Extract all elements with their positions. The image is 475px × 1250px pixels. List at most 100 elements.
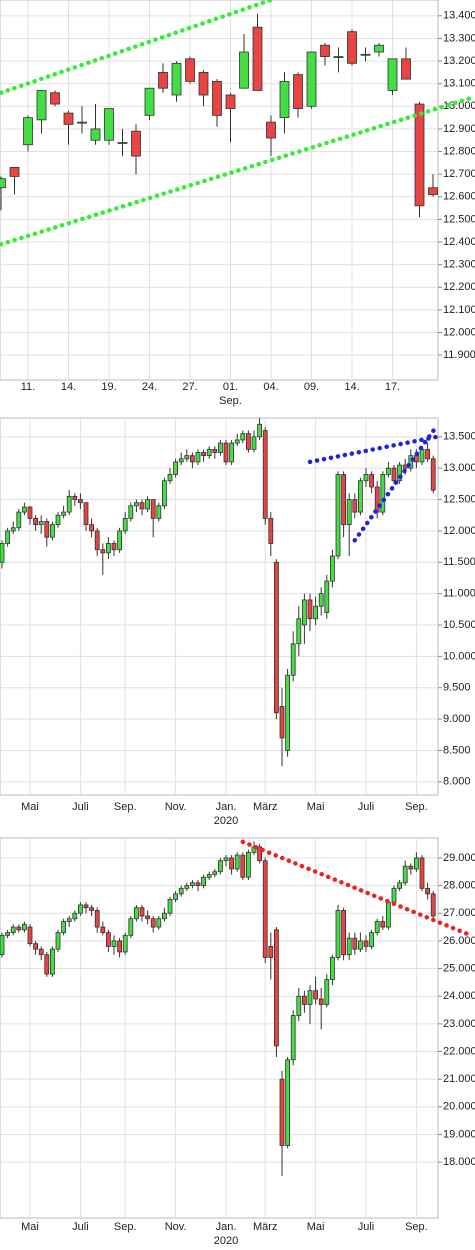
x-tick-label: Sep. <box>114 801 137 813</box>
y-tick-label: 13.000 <box>443 100 475 112</box>
y-tick-label: 13.200 <box>443 55 475 67</box>
y-tick-label: 13.000 <box>443 462 475 474</box>
candle-body <box>374 921 380 933</box>
candle-body <box>106 932 111 947</box>
candle-body <box>268 517 274 544</box>
candle-body <box>273 561 279 714</box>
x-tick-label: 17. <box>385 381 400 393</box>
candle-body <box>413 455 419 463</box>
x-tick-label: Mai <box>307 1221 325 1233</box>
candle-body <box>36 90 47 121</box>
candle-body <box>145 499 151 510</box>
candle-body <box>117 940 122 953</box>
candle-body <box>428 187 438 195</box>
candle-body <box>9 166 20 177</box>
candle-body <box>425 887 431 895</box>
candle-body <box>184 455 190 460</box>
candle-body <box>195 452 201 463</box>
candle-body <box>16 926 22 931</box>
candle-body <box>335 910 341 958</box>
candle-body <box>50 948 55 975</box>
candle-body <box>313 605 319 620</box>
candle-body <box>257 846 263 862</box>
candle-body <box>161 480 167 507</box>
x-tick-label: Juli <box>358 801 375 813</box>
candle-body <box>150 499 156 519</box>
candle-body <box>27 506 33 519</box>
candle-body <box>346 499 352 526</box>
candle-body <box>161 912 167 920</box>
candle-body <box>72 912 78 920</box>
candle-body <box>374 44 384 53</box>
candle-body <box>245 433 251 450</box>
candle-body <box>61 511 66 516</box>
candle-body <box>217 442 223 453</box>
trend-line <box>240 839 473 938</box>
candle-body <box>23 117 33 146</box>
candle-body <box>408 455 414 469</box>
y-tick-label: 13.300 <box>443 32 475 44</box>
y-tick-label: 26.000 <box>443 935 475 947</box>
y-tick-label: 11.900 <box>443 349 475 361</box>
candle-body <box>63 112 74 125</box>
candle-body <box>83 502 89 526</box>
candle-body <box>111 940 117 947</box>
candle-body <box>0 543 5 563</box>
candle-body <box>360 53 371 56</box>
candle-body <box>301 599 307 626</box>
candle-body <box>335 474 341 557</box>
candle-body <box>198 71 209 96</box>
candle-body <box>397 464 403 482</box>
x-tick-label: 24. <box>142 381 157 393</box>
candle-body <box>413 857 419 870</box>
candle-body <box>33 517 38 526</box>
candle-body <box>201 876 207 886</box>
candle-body <box>266 121 276 139</box>
y-tick-label: 18.000 <box>443 1156 475 1168</box>
candle-body <box>387 58 398 91</box>
candle-body <box>133 502 139 507</box>
candle-body <box>104 108 114 141</box>
candle-body <box>171 62 182 96</box>
candle-body <box>61 921 66 933</box>
candle-body <box>324 580 330 613</box>
candle-body <box>117 142 128 144</box>
candle-body <box>363 474 369 482</box>
y-tick-label: 11.000 <box>443 588 475 600</box>
candle-body <box>44 521 50 538</box>
y-tick-label: 23.000 <box>443 1018 475 1030</box>
x-tick-label: 19. <box>101 381 116 393</box>
candle-body <box>262 860 268 958</box>
candle-body <box>184 885 190 889</box>
y-tick-label: 25.000 <box>443 962 475 974</box>
x-tick-label: 27. <box>182 381 197 393</box>
candle-body <box>77 121 87 124</box>
candle-body <box>90 128 101 141</box>
candle-body <box>296 618 302 645</box>
x-tick-label: Nov. <box>165 801 187 813</box>
candle-body <box>306 51 317 107</box>
candle-body <box>111 543 117 551</box>
y-tick-label: 13.500 <box>443 431 475 443</box>
candle-body <box>16 511 22 529</box>
x-tick-label: 01. <box>223 381 238 393</box>
y-tick-label: 12.600 <box>443 191 475 203</box>
x-tick-label: Sep. <box>405 801 428 813</box>
candle-body <box>173 461 179 475</box>
y-tick-label: 10.500 <box>443 619 475 631</box>
candle-body <box>117 530 122 551</box>
y-tick-label: 9.000 <box>443 713 471 725</box>
candle-body <box>225 94 236 109</box>
candle-body <box>408 865 414 870</box>
y-tick-label: 19.000 <box>443 1128 475 1140</box>
candle-body <box>0 934 5 956</box>
y-tick-label: 12.300 <box>443 259 475 271</box>
x-tick-label: Mai <box>307 801 325 813</box>
candle-body <box>38 521 44 526</box>
candle-body <box>139 502 145 510</box>
candle-body <box>352 937 358 950</box>
candle-body <box>206 448 212 457</box>
candle-body <box>333 56 344 58</box>
candle-body <box>122 517 128 532</box>
